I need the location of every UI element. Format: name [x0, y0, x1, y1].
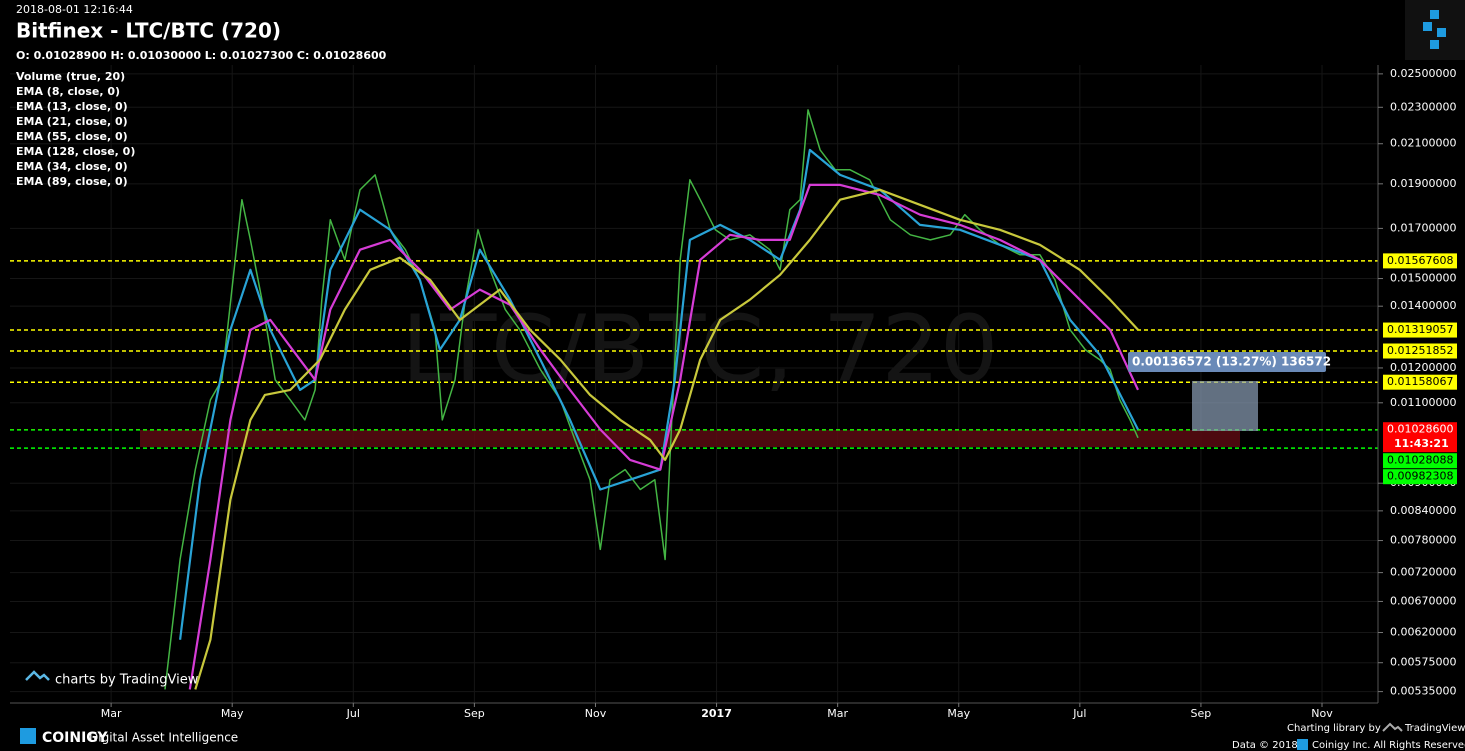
brand-icon — [20, 728, 36, 744]
watermark: LTC/BTC, 720 — [402, 295, 999, 402]
data-credit: Data © 2018 — [1232, 740, 1298, 751]
series-line — [179, 148, 1139, 640]
studies: Volume (true, 20) EMA (8, close, 0) EMA (1… — [16, 70, 135, 188]
y-tick-label: 0.00670000 — [1390, 594, 1456, 607]
tradingview: TradingView — [1404, 723, 1465, 734]
level-label-bg — [1383, 422, 1457, 453]
credit-icon — [1297, 739, 1308, 750]
x-tick-label: Nov — [585, 707, 607, 720]
chart-title: Bitfinex - LTC/BTC (720) — [16, 19, 281, 43]
logo-square — [1423, 22, 1432, 31]
study-label: EMA (55, close, 0) — [16, 130, 128, 143]
y-tick-label: 0.00720000 — [1390, 566, 1456, 579]
badge: charts by TradingView — [55, 673, 199, 688]
x-tick-label: May — [221, 707, 244, 720]
tagline: Digital Asset Intelligence — [89, 731, 238, 745]
y-tick-label: 0.01500000 — [1390, 272, 1456, 285]
x-tick-label: Jul — [346, 707, 360, 720]
x-tick-label: Mar — [827, 707, 848, 720]
level-label-bg — [1383, 374, 1457, 390]
price-zone — [140, 430, 1240, 447]
study-label: EMA (21, close, 0) — [16, 115, 128, 128]
logo-square — [1437, 28, 1446, 37]
axes: 0.02500000 0.02300000 0.02100000 0.01900000… — [101, 67, 1457, 720]
level-label: 0.01251852 — [1387, 344, 1453, 357]
tv-icon — [1382, 722, 1403, 732]
y-tick-label: 0.02100000 — [1390, 137, 1456, 150]
badge-icon — [25, 670, 50, 681]
level-labels: 0.01567608 0.01319057 0.01251852 0.01158067… — [1383, 253, 1457, 485]
measure-label: 0.00136572 (13.27%) 136572 — [1132, 355, 1331, 369]
study-label: EMA (8, close, 0) — [16, 85, 120, 98]
y-tick-label: 0.01200000 — [1390, 361, 1456, 374]
y-tick-label: 0.00780000 — [1390, 534, 1456, 547]
level-label: 0.01028600 — [1387, 423, 1453, 436]
x-tick-label: Nov — [1311, 707, 1333, 720]
brand: COINIGY — [42, 730, 108, 746]
x-tick-label: Sep — [1191, 707, 1212, 720]
lines — [164, 109, 1139, 690]
logo-bg — [1405, 0, 1465, 60]
x-tick-label: 2017 — [701, 707, 732, 720]
logo-square — [1430, 40, 1439, 49]
measure-label-bg — [1128, 352, 1326, 372]
y-tick-label: 0.02500000 — [1390, 67, 1456, 80]
series-line — [188, 183, 1139, 690]
y-tick-label: 0.00620000 — [1390, 626, 1456, 639]
y-tick-label: 0.00575000 — [1390, 656, 1456, 669]
y-tick-label: 0.02300000 — [1390, 100, 1456, 113]
study-label: Volume (true, 20) — [16, 70, 125, 83]
y-tick-label: 0.01100000 — [1390, 396, 1456, 409]
level-label: 0.01028088 — [1387, 454, 1453, 467]
ohlc: O: 0.01028900 H: 0.01030000 L: 0.0102730… — [16, 49, 387, 62]
x-tick-label: May — [947, 707, 970, 720]
logo — [1405, 0, 1465, 60]
level-label-bg — [1383, 343, 1457, 359]
level-label-bg — [1383, 253, 1457, 269]
level-label: 0.01567608 — [1387, 254, 1453, 267]
grid — [10, 65, 1378, 703]
level-label: 0.01319057 — [1387, 323, 1453, 336]
y-tick-label: 0.01900000 — [1390, 177, 1456, 190]
level-label-bg — [1383, 453, 1457, 469]
level-label-bg — [1383, 322, 1457, 338]
study-label: EMA (34, close, 0) — [16, 160, 128, 173]
level-label: 0.01158067 — [1387, 375, 1453, 388]
rights: Coinigy Inc. All Rights Reserved. — [1312, 740, 1465, 751]
logo-square — [1430, 10, 1439, 19]
x-tick-label: Sep — [464, 707, 485, 720]
x-tick-label: Jul — [1072, 707, 1086, 720]
study-label: EMA (128, close, 0) — [16, 145, 135, 158]
measure-box — [1192, 381, 1258, 431]
timestamp: 2018-08-01 12:16:44 — [16, 3, 133, 16]
study-label: EMA (13, close, 0) — [16, 100, 128, 113]
y-tick-label: 0.00535000 — [1390, 685, 1456, 698]
level-label-bg — [1383, 469, 1457, 485]
charting-credit: Charting library by — [1287, 723, 1381, 734]
y-tick-label: 0.00840000 — [1390, 504, 1456, 517]
y-tick-label: 0.01400000 — [1390, 299, 1456, 312]
series-line — [194, 188, 1139, 690]
y-tick-label: 0.01700000 — [1390, 221, 1456, 234]
x-tick-label: Mar — [101, 707, 122, 720]
level-label: 0.00982308 — [1387, 470, 1453, 483]
study-label: EMA (89, close, 0) — [16, 175, 128, 188]
countdown: 11:43:21 — [1394, 437, 1449, 450]
